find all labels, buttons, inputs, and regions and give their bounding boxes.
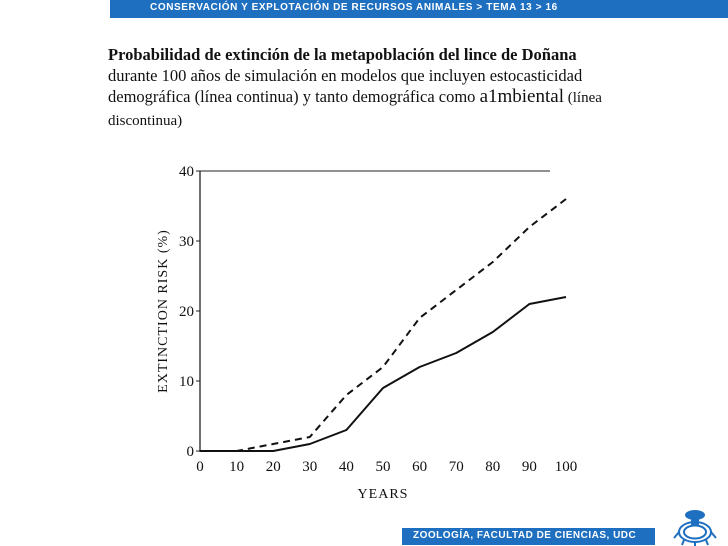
header-bar: CONSERVACIÓN Y EXPLOTACIÓN DE RECURSOS A… (110, 0, 728, 18)
x-tick-label: 0 (196, 459, 204, 475)
breadcrumb: CONSERVACIÓN Y EXPLOTACIÓN DE RECURSOS A… (150, 2, 558, 13)
footer-bar: ZOOLOGÍA, FACULTAD DE CIENCIAS, UDC (402, 528, 655, 545)
y-tick-label: 30 (179, 234, 194, 250)
x-tick-label: 50 (376, 459, 391, 475)
udc-logo-icon (673, 510, 717, 546)
x-tick-label: 30 (302, 459, 317, 475)
x-tick-label: 90 (522, 459, 537, 475)
y-axis-label: EXTINCTION RISK (%) (156, 229, 171, 393)
x-tick-label: 40 (339, 459, 354, 475)
dashed-series-line (200, 198, 567, 452)
x-tick-label: 20 (266, 459, 281, 475)
x-tick-label: 100 (555, 459, 578, 475)
footer-label: ZOOLOGÍA, FACULTAD DE CIENCIAS, UDC (413, 530, 637, 541)
y-tick-label: 10 (179, 374, 194, 390)
x-tick-label: 10 (229, 459, 244, 475)
figure-caption: Probabilidad de extinción de la metapobl… (108, 44, 628, 132)
x-axis-label: YEARS (358, 487, 409, 502)
x-tick-label: 60 (412, 459, 427, 475)
x-tick-label: 70 (449, 459, 464, 475)
x-tick-label: 80 (485, 459, 500, 475)
caption-closing: (línea discontinua) (108, 90, 602, 129)
caption-text: durante 100 años de simulación en modelo… (108, 66, 583, 106)
y-tick-label: 40 (179, 164, 194, 180)
caption-bold-title: Probabilidad de extinción de la metapobl… (108, 45, 577, 64)
caption-ambiental-word: a1mbiental (479, 86, 564, 107)
y-tick-label: 20 (179, 304, 194, 320)
solid-series-line (200, 296, 567, 452)
y-tick-label: 0 (187, 444, 195, 460)
